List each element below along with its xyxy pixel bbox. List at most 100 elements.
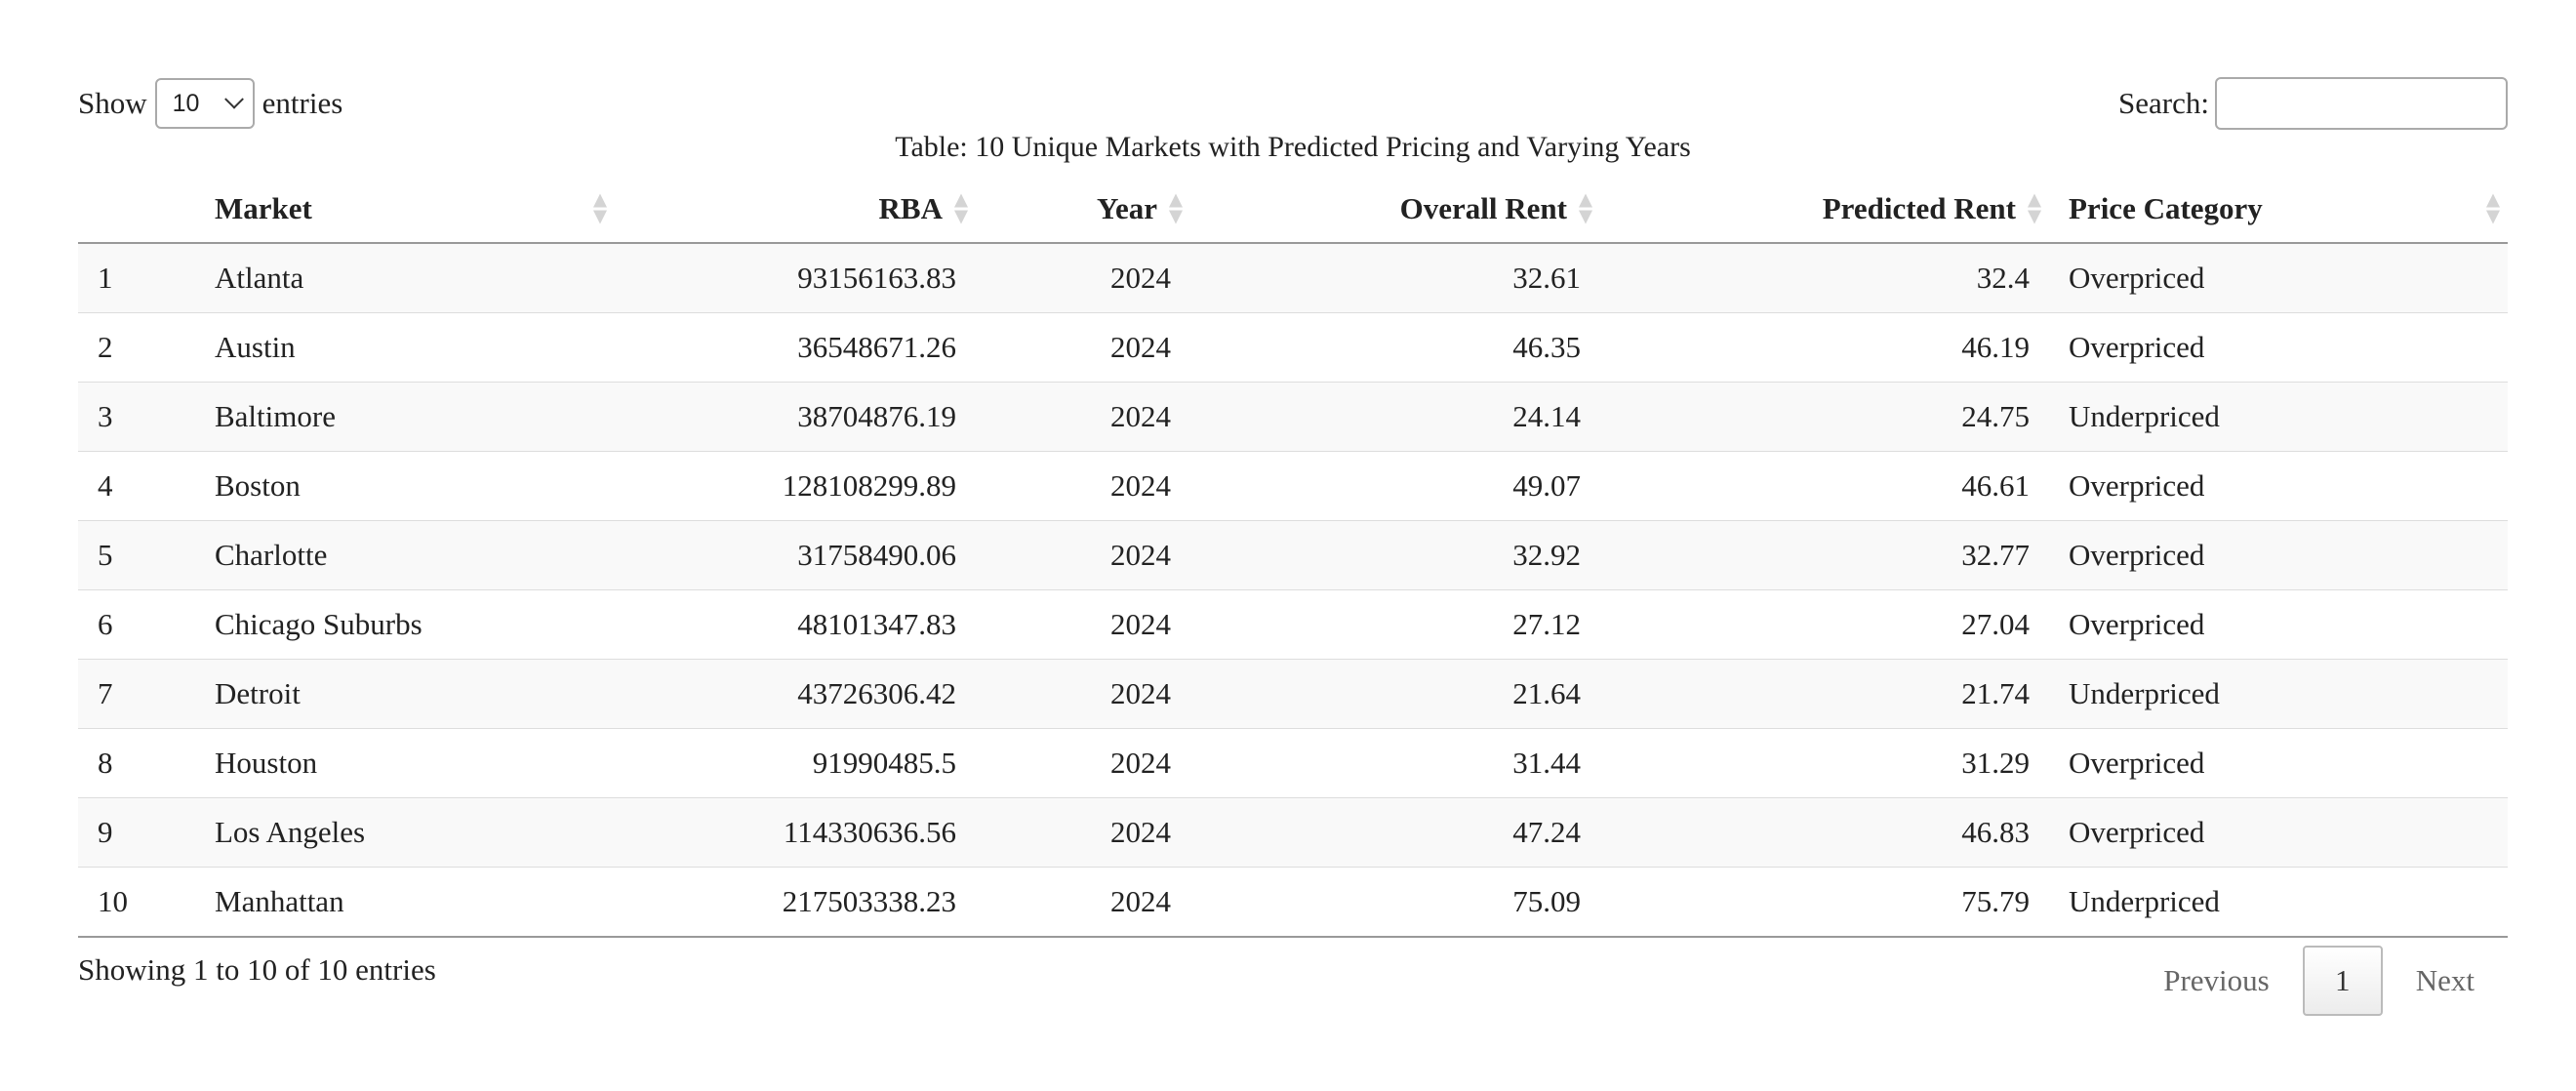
- cell-index: 8: [78, 728, 195, 798]
- entries-label: entries: [262, 86, 343, 120]
- cell-index: 2: [78, 312, 195, 383]
- sort-icon: [1579, 193, 1592, 224]
- column-header-predicted-rent[interactable]: Predicted Rent: [1600, 176, 2049, 244]
- show-label: Show: [78, 86, 147, 120]
- column-header-market[interactable]: Market: [195, 176, 615, 244]
- cell-overall-rent: 24.14: [1190, 382, 1600, 452]
- column-header-price-category[interactable]: Price Category: [2049, 176, 2508, 244]
- markets-table: Market RBA Year Overall Rent Predicted R…: [78, 176, 2508, 938]
- cell-index: 5: [78, 520, 195, 590]
- table-row: 4 Boston 128108299.89 2024 49.07 46.61 O…: [78, 451, 2508, 521]
- cell-price-category: Overpriced: [2049, 520, 2508, 590]
- cell-overall-rent: 27.12: [1190, 589, 1600, 660]
- column-header-rba[interactable]: RBA: [615, 176, 976, 244]
- sort-icon: [954, 193, 968, 224]
- cell-overall-rent: 21.64: [1190, 659, 1600, 729]
- cell-index: 4: [78, 451, 195, 521]
- table-row: 5 Charlotte 31758490.06 2024 32.92 32.77…: [78, 520, 2508, 590]
- cell-price-category: Overpriced: [2049, 728, 2508, 798]
- cell-price-category: Underpriced: [2049, 659, 2508, 729]
- cell-predicted-rent: 21.74: [1600, 659, 2049, 729]
- cell-overall-rent: 46.35: [1190, 312, 1600, 383]
- cell-predicted-rent: 31.29: [1600, 728, 2049, 798]
- cell-year: 2024: [976, 589, 1190, 660]
- search-control: Search:: [2118, 76, 2508, 131]
- cell-year: 2024: [976, 659, 1190, 729]
- previous-button[interactable]: Previous: [2163, 963, 2270, 997]
- cell-rba: 217503338.23: [615, 867, 976, 938]
- cell-index: 1: [78, 243, 195, 313]
- cell-price-category: Overpriced: [2049, 797, 2508, 868]
- cell-market: Houston: [195, 728, 615, 798]
- cell-market: Boston: [195, 451, 615, 521]
- cell-price-category: Overpriced: [2049, 589, 2508, 660]
- table-caption: Table: 10 Unique Markets with Predicted …: [895, 131, 1691, 163]
- cell-year: 2024: [976, 451, 1190, 521]
- cell-predicted-rent: 46.61: [1600, 451, 2049, 521]
- cell-market: Los Angeles: [195, 797, 615, 868]
- search-label: Search:: [2118, 86, 2209, 120]
- header-row: Market RBA Year Overall Rent Predicted R…: [78, 176, 2508, 244]
- cell-year: 2024: [976, 797, 1190, 868]
- column-header-year[interactable]: Year: [976, 176, 1190, 244]
- table-row: 10 Manhattan 217503338.23 2024 75.09 75.…: [78, 867, 2508, 938]
- table-row: 2 Austin 36548671.26 2024 46.35 46.19 Ov…: [78, 312, 2508, 383]
- cell-index: 10: [78, 867, 195, 938]
- sort-icon: [2028, 193, 2041, 224]
- cell-rba: 114330636.56: [615, 797, 976, 868]
- column-header-label: Year: [1097, 191, 1157, 225]
- entries-per-page-value: 10: [172, 89, 200, 117]
- cell-predicted-rent: 32.4: [1600, 243, 2049, 313]
- table-row: 7 Detroit 43726306.42 2024 21.64 21.74 U…: [78, 659, 2508, 729]
- column-header-label: Price Category: [2069, 191, 2263, 225]
- search-input[interactable]: [2215, 77, 2508, 130]
- cell-overall-rent: 49.07: [1190, 451, 1600, 521]
- table-row: 6 Chicago Suburbs 48101347.83 2024 27.12…: [78, 589, 2508, 660]
- cell-overall-rent: 47.24: [1190, 797, 1600, 868]
- cell-rba: 91990485.5: [615, 728, 976, 798]
- cell-predicted-rent: 75.79: [1600, 867, 2049, 938]
- cell-rba: 38704876.19: [615, 382, 976, 452]
- cell-rba: 48101347.83: [615, 589, 976, 660]
- cell-rba: 128108299.89: [615, 451, 976, 521]
- column-header-label: Overall Rent: [1399, 191, 1567, 225]
- entries-per-page-select[interactable]: 10: [154, 78, 255, 129]
- cell-predicted-rent: 46.83: [1600, 797, 2049, 868]
- page-button-current[interactable]: 1: [2302, 946, 2383, 1016]
- column-header-label: Market: [215, 191, 312, 225]
- cell-market: Charlotte: [195, 520, 615, 590]
- cell-market: Atlanta: [195, 243, 615, 313]
- cell-market: Manhattan: [195, 867, 615, 938]
- column-header-index: [78, 176, 195, 244]
- cell-overall-rent: 32.61: [1190, 243, 1600, 313]
- table-row: 3 Baltimore 38704876.19 2024 24.14 24.75…: [78, 382, 2508, 452]
- next-button[interactable]: Next: [2415, 963, 2475, 997]
- cell-market: Chicago Suburbs: [195, 589, 615, 660]
- cell-price-category: Underpriced: [2049, 382, 2508, 452]
- column-header-label: Predicted Rent: [1822, 191, 2016, 225]
- cell-index: 6: [78, 589, 195, 660]
- cell-predicted-rent: 32.77: [1600, 520, 2049, 590]
- cell-year: 2024: [976, 243, 1190, 313]
- cell-index: 9: [78, 797, 195, 868]
- sort-icon: [593, 193, 607, 224]
- cell-market: Baltimore: [195, 382, 615, 452]
- cell-rba: 43726306.42: [615, 659, 976, 729]
- chevron-down-icon: [223, 89, 244, 109]
- cell-market: Austin: [195, 312, 615, 383]
- table-row: 9 Los Angeles 114330636.56 2024 47.24 46…: [78, 797, 2508, 868]
- table-row: 1 Atlanta 93156163.83 2024 32.61 32.4 Ov…: [78, 243, 2508, 313]
- cell-predicted-rent: 24.75: [1600, 382, 2049, 452]
- sort-icon: [2486, 193, 2500, 224]
- cell-price-category: Overpriced: [2049, 312, 2508, 383]
- table-controls: Show 10 entries Search:: [78, 76, 2508, 135]
- cell-rba: 31758490.06: [615, 520, 976, 590]
- table-row: 8 Houston 91990485.5 2024 31.44 31.29 Ov…: [78, 728, 2508, 798]
- cell-market: Detroit: [195, 659, 615, 729]
- pagination: Previous 1 Next: [2130, 946, 2508, 1016]
- cell-price-category: Overpriced: [2049, 451, 2508, 521]
- cell-rba: 93156163.83: [615, 243, 976, 313]
- column-header-overall-rent[interactable]: Overall Rent: [1190, 176, 1600, 244]
- cell-price-category: Overpriced: [2049, 243, 2508, 313]
- sort-icon: [1169, 193, 1183, 224]
